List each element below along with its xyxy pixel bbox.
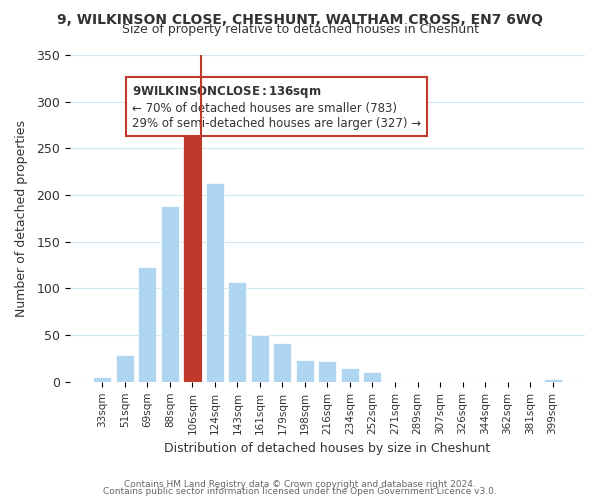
Bar <box>544 379 562 382</box>
Text: Contains HM Land Registry data © Crown copyright and database right 2024.: Contains HM Land Registry data © Crown c… <box>124 480 476 489</box>
Bar <box>229 282 247 382</box>
Text: $\bf{9 WILKINSON CLOSE: 136sqm}$
← 70% of detached houses are smaller (783)
29% : $\bf{9 WILKINSON CLOSE: 136sqm}$ ← 70% o… <box>132 84 421 130</box>
Bar <box>184 108 202 382</box>
X-axis label: Distribution of detached houses by size in Cheshunt: Distribution of detached houses by size … <box>164 442 491 455</box>
Bar <box>161 206 179 382</box>
Bar <box>251 335 269 382</box>
Bar <box>139 267 157 382</box>
Bar <box>341 368 359 382</box>
Text: Contains public sector information licensed under the Open Government Licence v3: Contains public sector information licen… <box>103 487 497 496</box>
Bar <box>364 372 382 382</box>
Bar <box>206 183 224 382</box>
Bar <box>94 377 112 382</box>
Y-axis label: Number of detached properties: Number of detached properties <box>15 120 28 317</box>
Text: Size of property relative to detached houses in Cheshunt: Size of property relative to detached ho… <box>121 22 479 36</box>
Bar <box>274 342 292 382</box>
Bar <box>116 354 134 382</box>
Bar <box>296 360 314 382</box>
Text: 9, WILKINSON CLOSE, CHESHUNT, WALTHAM CROSS, EN7 6WQ: 9, WILKINSON CLOSE, CHESHUNT, WALTHAM CR… <box>57 12 543 26</box>
Bar <box>319 362 337 382</box>
